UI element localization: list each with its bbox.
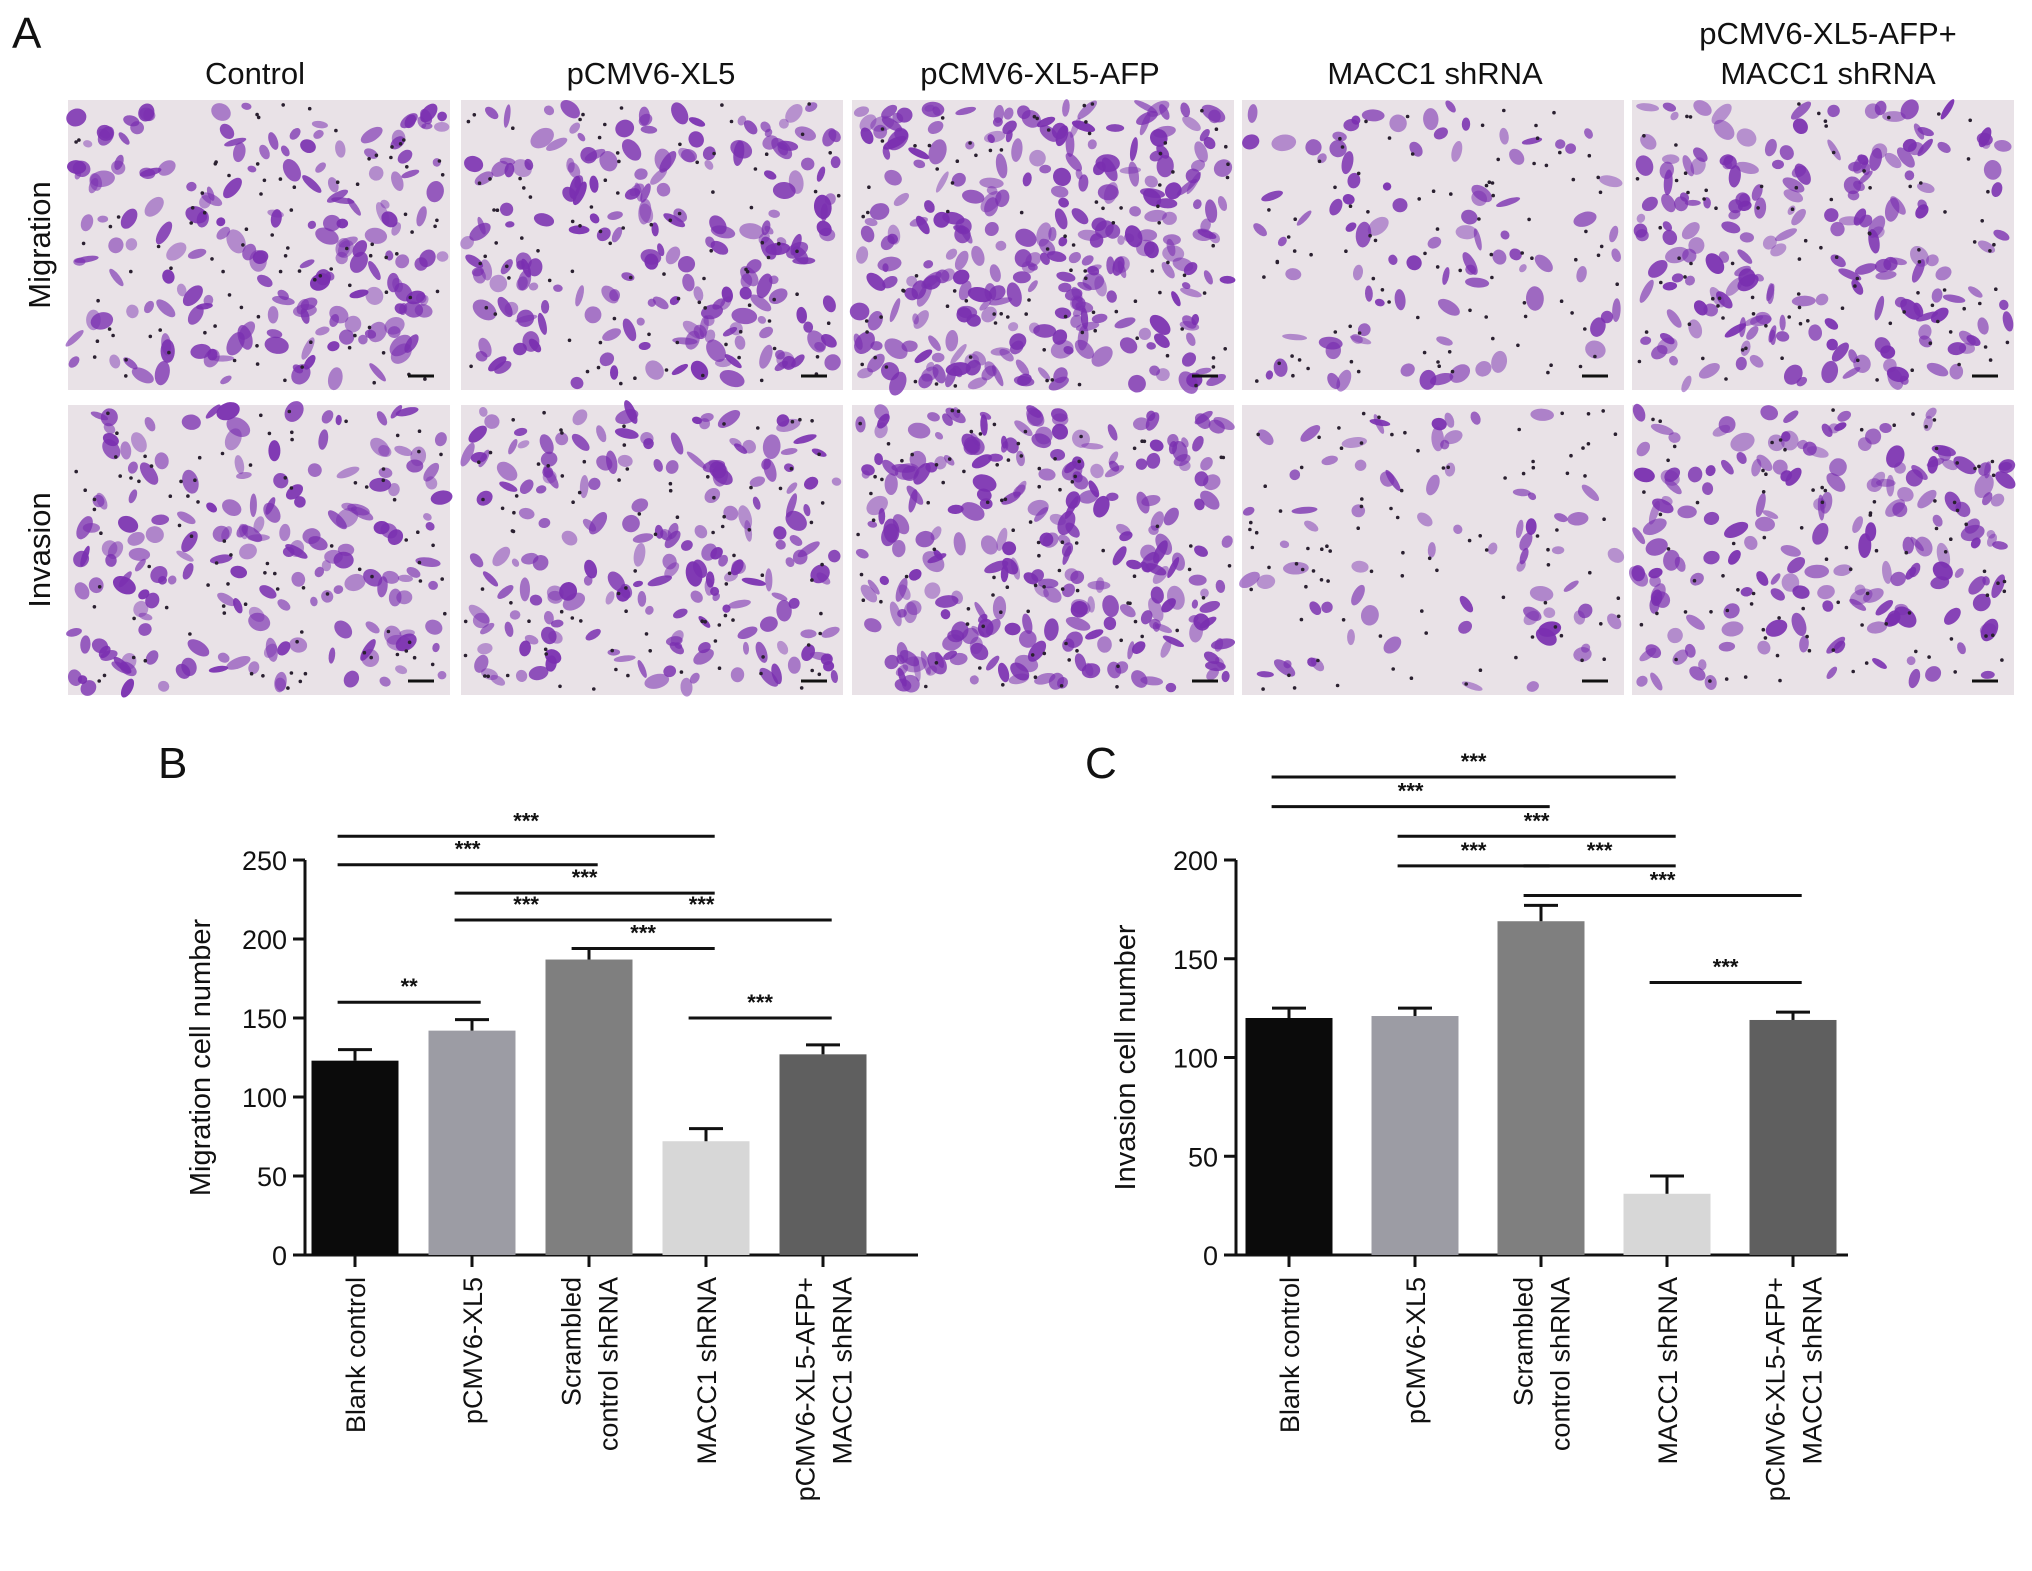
y-axis-label: Migration cell number (185, 919, 217, 1197)
column-title: Control (205, 56, 305, 91)
bar (1623, 1193, 1711, 1255)
x-tick-label: Blank control (1275, 1277, 1305, 1433)
y-tick-label: 100 (1173, 1044, 1218, 1074)
x-tick-label: MACC1 shRNA (1798, 1277, 1828, 1465)
bar (428, 1030, 516, 1255)
bar (1371, 1016, 1459, 1255)
significance-label: *** (455, 837, 481, 862)
bar (1245, 1018, 1333, 1255)
micrograph (849, 99, 1236, 396)
significance-label: ** (401, 974, 419, 999)
column-title: pCMV6-XL5-AFP (920, 56, 1159, 91)
column-title: MACC1 shRNA (1327, 56, 1543, 91)
significance-label: *** (630, 920, 656, 945)
significance-label: *** (513, 892, 539, 917)
significance-label: *** (1524, 808, 1550, 833)
y-axis-label: Invasion cell number (1110, 924, 1142, 1190)
x-tick-label: control shRNA (1546, 1277, 1576, 1451)
row-title-invasion: Invasion (22, 492, 57, 607)
bar (545, 959, 633, 1255)
y-tick-label: 150 (1173, 945, 1218, 975)
column-title: MACC1 shRNA (1720, 56, 1936, 91)
micrograph (460, 100, 843, 390)
x-tick-label: pCMV6-XL5 (458, 1277, 488, 1424)
x-tick-label: pCMV6-XL5 (1401, 1277, 1431, 1424)
panel-a-micrographs: Control pCMV6-XL5 pCMV6-XL5-AFP MACC1 shRNA… (22, 16, 2016, 698)
micrograph (852, 404, 1236, 695)
y-tick-label: 200 (1173, 846, 1218, 876)
micrograph (1628, 403, 2016, 695)
y-tick-label: 250 (242, 846, 287, 876)
significance-label: *** (1461, 749, 1487, 774)
x-tick-label: Scrambled (1509, 1277, 1539, 1406)
significance-label: *** (689, 892, 715, 917)
micrograph (1239, 405, 1625, 695)
micrograph (1632, 99, 2014, 393)
y-tick-label: 0 (272, 1241, 287, 1271)
x-tick-label: MACC1 shRNA (828, 1277, 858, 1465)
y-tick-label: 50 (257, 1162, 287, 1192)
significance-label: *** (747, 990, 773, 1015)
column-title: pCMV6-XL5 (567, 56, 736, 91)
row-title-migration: Migration (22, 181, 57, 309)
x-tick-label: pCMV6-XL5-AFP+ (1761, 1277, 1791, 1501)
micrograph (65, 100, 450, 391)
x-tick-label: Scrambled (557, 1277, 587, 1406)
panel-label-b: B (158, 739, 187, 788)
y-tick-label: 200 (242, 925, 287, 955)
x-tick-label: MACC1 shRNA (1653, 1277, 1683, 1465)
significance-label: *** (1461, 838, 1487, 863)
bar (662, 1141, 750, 1255)
column-title: pCMV6-XL5-AFP+ (1699, 16, 1957, 51)
significance-label: *** (1713, 954, 1739, 979)
y-tick-label: 50 (1188, 1142, 1218, 1172)
x-tick-label: MACC1 shRNA (692, 1277, 722, 1465)
x-tick-label: pCMV6-XL5-AFP+ (791, 1277, 821, 1501)
bar (779, 1054, 867, 1255)
panel-label-a: A (12, 9, 42, 58)
y-tick-label: 100 (242, 1083, 287, 1113)
micrograph (66, 401, 453, 698)
bar (1749, 1019, 1837, 1255)
y-tick-label: 150 (242, 1004, 287, 1034)
panel-label-c: C (1085, 739, 1117, 788)
x-tick-label: control shRNA (594, 1277, 624, 1451)
significance-label: *** (1650, 868, 1676, 893)
significance-label: *** (1587, 838, 1613, 863)
micrograph (1242, 100, 1624, 392)
significance-label: *** (513, 808, 539, 833)
micrograph (460, 400, 843, 697)
y-tick-label: 0 (1203, 1241, 1218, 1271)
panel-b-chart: 0 50 100 150 200 250 Migration cell number Blan… (185, 808, 918, 1501)
significance-label: *** (1398, 779, 1424, 804)
panel-c-chart: 0 50 100 150 200 Invasion cell number Blank co… (1110, 749, 1848, 1501)
bar (311, 1060, 399, 1255)
significance-label: *** (572, 865, 598, 890)
bar (1497, 921, 1585, 1255)
x-tick-label: Blank control (341, 1277, 371, 1433)
